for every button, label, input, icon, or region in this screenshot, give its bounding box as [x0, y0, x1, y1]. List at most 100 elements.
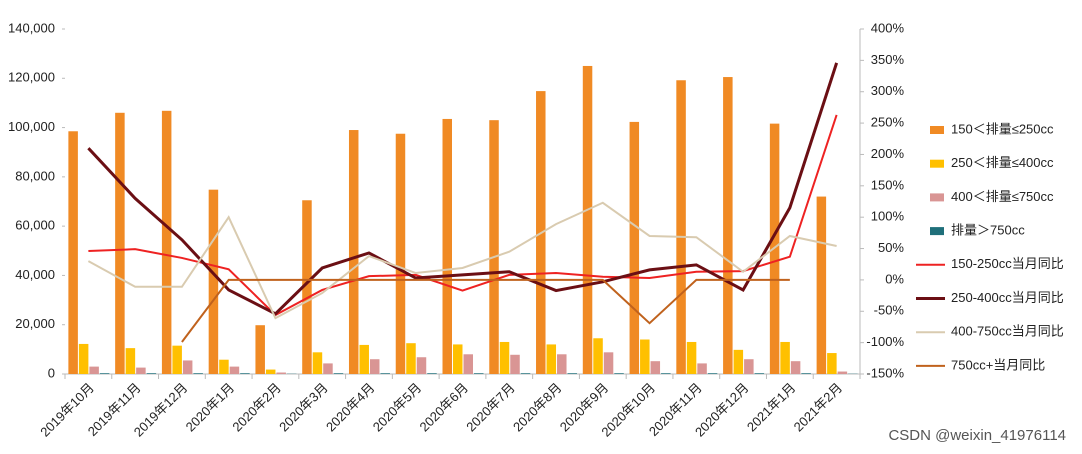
bar: [593, 338, 603, 374]
line: [181, 278, 790, 343]
y-tick-label: 40,000: [15, 267, 55, 282]
y2-tick-label: 50%: [878, 240, 904, 255]
bar: [193, 373, 203, 374]
bar: [707, 373, 718, 374]
bar: [312, 352, 323, 374]
legend-swatch: [930, 227, 944, 236]
y-tick-label: 140,000: [8, 20, 55, 35]
bar: [754, 373, 765, 374]
bar: [510, 354, 520, 374]
legend-label: 400-750cc当月同比: [951, 324, 1064, 339]
x-tick-label: 2020年8月: [510, 380, 565, 435]
x-tick-label: 2021年1月: [744, 380, 799, 435]
bar: [161, 110, 172, 375]
bar: [68, 131, 78, 374]
bar: [323, 363, 333, 374]
bar: [427, 373, 437, 374]
bar: [219, 359, 229, 374]
y-tick-label: 100,000: [8, 119, 55, 134]
bar: [629, 121, 640, 375]
bar: [614, 373, 624, 374]
bar: [780, 341, 790, 374]
bar: [567, 373, 578, 374]
bar: [302, 200, 312, 374]
bar: [229, 366, 240, 374]
bar: [146, 373, 157, 374]
bar: [442, 118, 452, 374]
bar: [89, 366, 99, 374]
bar: [416, 357, 427, 374]
bar: [99, 373, 110, 374]
bar: [125, 348, 136, 374]
bar: [676, 80, 686, 374]
bar: [136, 367, 146, 374]
watermark: CSDN @weixin_41976114: [888, 427, 1066, 444]
legend-label: 排量＞750cc: [951, 223, 1025, 238]
bar: [582, 65, 593, 374]
y2-tick-label: 300%: [871, 83, 905, 98]
bar: [650, 361, 661, 374]
bar: [723, 77, 733, 374]
bar: [265, 369, 276, 374]
bar: [744, 359, 754, 374]
bar: [115, 112, 125, 375]
bar: [686, 341, 697, 374]
line: [87, 201, 837, 320]
x-tick-label: 2020年5月: [370, 380, 425, 435]
legend-swatch: [930, 159, 944, 168]
y2-tick-label: 150%: [871, 177, 905, 192]
y-tick-label: 0: [48, 365, 55, 380]
y-tick-label: 60,000: [15, 218, 55, 233]
bar: [453, 344, 463, 374]
bar: [603, 352, 614, 374]
y2-tick-label: 100%: [871, 209, 905, 224]
y-tick-label: 80,000: [15, 168, 55, 183]
bar: [790, 361, 801, 374]
bar: [333, 373, 344, 374]
legend-label: 750cc+当月同比: [951, 357, 1045, 372]
bar: [406, 343, 416, 374]
legend-label: 250-400cc当月同比: [951, 290, 1064, 305]
bar: [463, 354, 473, 374]
y2-tick-label: -50%: [874, 303, 905, 318]
bar: [240, 373, 250, 374]
bar: [348, 130, 359, 374]
y2-tick-label: 200%: [871, 146, 905, 161]
x-tick-label: 2020年3月: [276, 380, 331, 435]
x-tick-label: 2020年7月: [463, 380, 518, 435]
x-tick-label: 2020年2月: [229, 380, 284, 435]
legend-label: 150-250cc当月同比: [951, 256, 1064, 271]
bar: [499, 341, 510, 374]
bar: [697, 363, 707, 374]
bar: [661, 373, 671, 374]
legend-swatch: [930, 126, 944, 134]
legend-swatch: [930, 193, 944, 202]
legend-label: 400＜排量≤750cc: [951, 189, 1054, 204]
bar: [255, 325, 265, 374]
y2-tick-label: 350%: [871, 52, 905, 67]
bar: [182, 360, 193, 374]
bar: [557, 354, 567, 374]
x-tick-label: 2020年4月: [323, 380, 378, 435]
bar: [380, 373, 390, 374]
bar: [276, 372, 286, 374]
legend-label: 250＜排量≤400cc: [951, 155, 1054, 170]
bar: [640, 339, 650, 374]
bar: [837, 371, 848, 374]
x-tick-label: 2020年6月: [416, 380, 471, 435]
y2-tick-label: 0%: [885, 271, 904, 286]
bar: [801, 373, 811, 374]
bar: [827, 353, 837, 374]
x-tick-label: 2020年1月: [183, 380, 238, 435]
bar: [395, 133, 406, 374]
bar: [359, 344, 369, 374]
bar: [489, 120, 499, 374]
y2-tick-label: -100%: [866, 334, 904, 349]
bar: [733, 349, 744, 374]
y-tick-label: 20,000: [15, 316, 55, 331]
bar: [369, 359, 380, 374]
bar: [208, 189, 219, 374]
bar: [816, 196, 827, 374]
bar: [172, 345, 182, 374]
